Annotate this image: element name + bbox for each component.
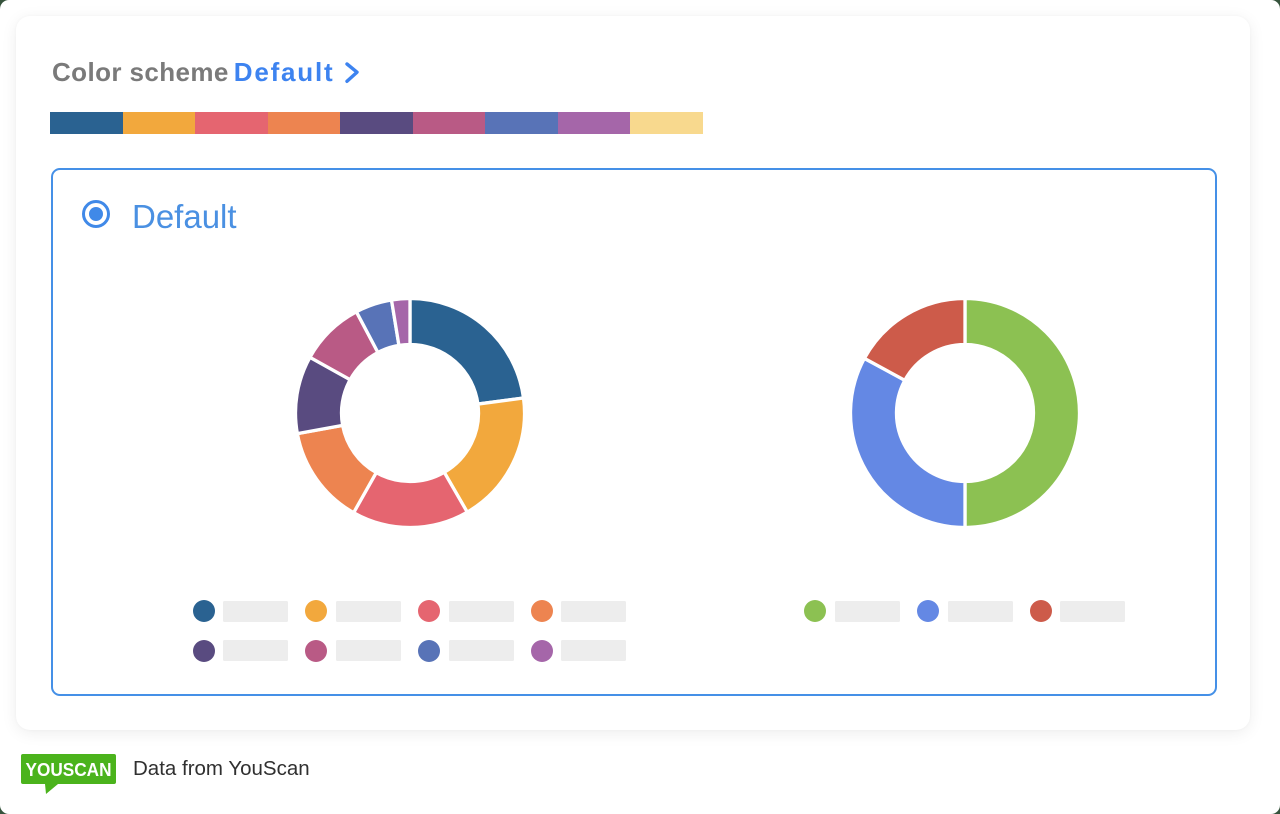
svg-text:YOUSCAN: YOUSCAN — [26, 760, 112, 780]
